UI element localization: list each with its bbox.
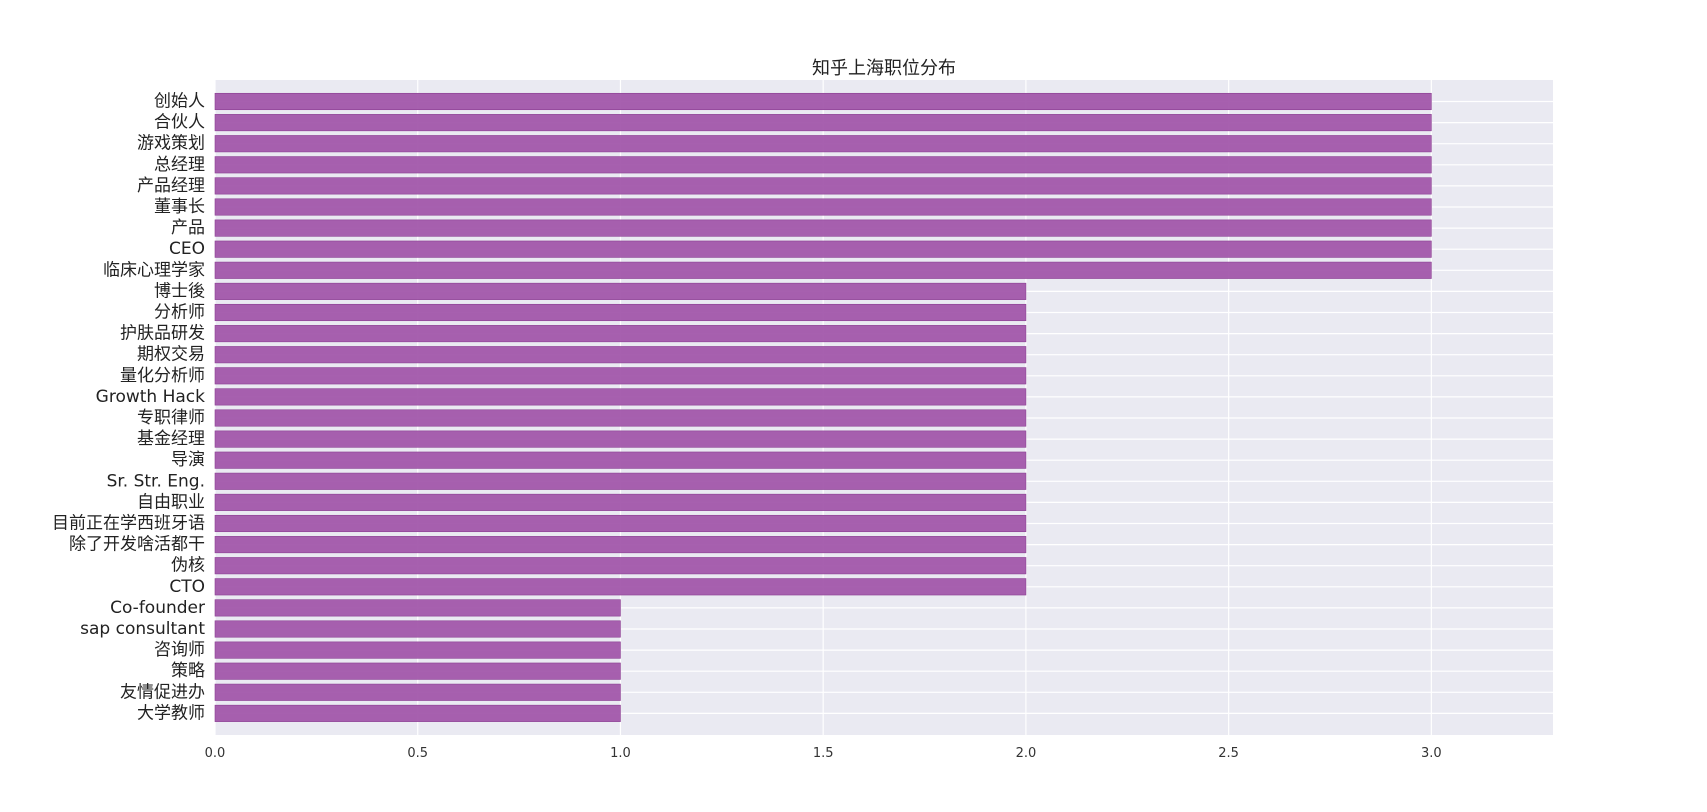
- bar: [214, 683, 621, 701]
- y-tick-label: 期权交易: [137, 345, 205, 365]
- bar: [214, 409, 1027, 427]
- bar: [214, 198, 1432, 216]
- y-tick-label: 目前正在学西班牙语: [52, 514, 205, 534]
- y-tick-label: Sr. Str. Eng.: [107, 471, 205, 491]
- y-tick-labels: 创始人合伙人游戏策划总经理产品经理董事长产品CEO临床心理学家博士後分析师护肤品…: [52, 92, 205, 724]
- x-tick-label: 2.0: [1016, 746, 1037, 761]
- y-tick-label: 产品经理: [137, 176, 205, 196]
- bar: [214, 240, 1432, 258]
- y-tick-label: 博士後: [154, 281, 205, 301]
- x-tick-label: 3.0: [1421, 746, 1442, 761]
- y-tick-label: CTO: [169, 577, 205, 597]
- y-tick-label: 基金经理: [137, 429, 205, 449]
- bar: [214, 367, 1027, 385]
- bar: [214, 156, 1432, 174]
- bar: [214, 388, 1027, 406]
- y-tick-label: 创始人: [154, 92, 205, 112]
- y-tick-label: 策略: [171, 661, 205, 681]
- bar: [214, 177, 1432, 195]
- y-tick-label: 产品: [171, 218, 205, 238]
- x-tick-label: 0.0: [205, 746, 226, 761]
- chart-title: 知乎上海职位分布: [812, 58, 956, 79]
- bar: [214, 472, 1027, 490]
- bar: [214, 641, 621, 659]
- x-tick-label: 0.5: [407, 746, 428, 761]
- bar: [214, 261, 1432, 279]
- bar: [214, 346, 1027, 364]
- x-tick-label: 2.5: [1218, 746, 1239, 761]
- bar: [214, 557, 1027, 575]
- bar: [214, 704, 621, 722]
- bar: [214, 493, 1027, 511]
- bar: [214, 282, 1027, 300]
- y-tick-label: 专职律师: [137, 408, 205, 428]
- y-tick-label: CEO: [169, 239, 205, 259]
- bar: [214, 514, 1027, 533]
- y-tick-label: 自由职业: [137, 492, 205, 512]
- x-tick-labels: 0.0 0.5 1.0 1.5 2.0 2.5 3.0: [205, 746, 1442, 761]
- bar: [214, 92, 1432, 111]
- y-tick-label: 分析师: [154, 303, 205, 323]
- bar: [214, 325, 1027, 343]
- y-tick-label: 友情促进办: [120, 682, 205, 702]
- y-tick-label: 合伙人: [154, 113, 205, 133]
- bar: [214, 219, 1432, 237]
- y-tick-label: 咨询师: [154, 640, 205, 660]
- x-tick-label: 1.0: [610, 746, 631, 761]
- bar: [214, 135, 1432, 153]
- bar: [214, 451, 1027, 469]
- bar: [214, 599, 621, 617]
- bar: [214, 114, 1432, 132]
- y-tick-label: 导演: [171, 450, 205, 470]
- y-tick-label: 伪核: [171, 556, 205, 576]
- bars: [214, 92, 1432, 722]
- bar: [214, 578, 1027, 596]
- y-tick-label: 临床心理学家: [103, 260, 205, 280]
- bar: [214, 620, 621, 638]
- bar: [214, 536, 1027, 554]
- y-tick-label: 除了开发啥活都干: [69, 535, 205, 555]
- y-tick-label: Co-founder: [110, 598, 205, 618]
- x-tick-label: 1.5: [813, 746, 834, 761]
- bar: [214, 662, 621, 680]
- y-tick-label: sap consultant: [80, 619, 205, 639]
- y-tick-label: 游戏策划: [137, 134, 205, 154]
- y-tick-label: 量化分析师: [120, 366, 205, 386]
- y-tick-label: 护肤品研发: [120, 324, 205, 344]
- bar: [214, 430, 1027, 448]
- y-tick-label: 总经理: [154, 155, 205, 175]
- bar: [214, 303, 1027, 322]
- y-tick-label: Growth Hack: [96, 387, 205, 407]
- y-tick-label: 董事长: [154, 197, 205, 217]
- y-tick-label: 大学教师: [137, 703, 205, 723]
